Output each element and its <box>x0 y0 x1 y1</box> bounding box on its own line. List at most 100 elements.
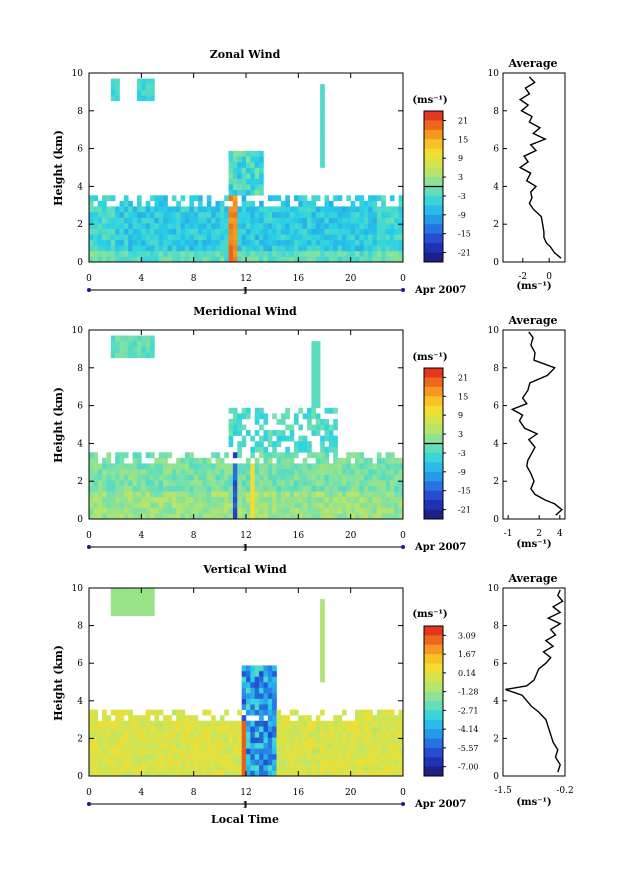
vertical-field-cell <box>267 676 273 683</box>
zonal-field-cell <box>228 150 234 157</box>
meridional-field-cell <box>246 457 251 464</box>
zonal-field-cell <box>311 245 317 252</box>
zonal-field-cell <box>224 195 229 202</box>
meridional-field-cell <box>272 491 277 498</box>
zonal-field-cell <box>311 228 317 235</box>
meridional-field-cell <box>115 496 120 503</box>
meridional-field-cell <box>123 352 129 359</box>
vertical-field-cell <box>254 759 260 766</box>
meridional-field-cell <box>311 402 317 409</box>
vertical-field-cell <box>272 698 277 705</box>
vertical-field-cell <box>376 764 382 771</box>
meridional-field-cell <box>228 507 234 514</box>
zonal-field-cell <box>180 234 186 241</box>
meridional-field-cell <box>333 507 338 514</box>
zonal-field-cell <box>154 228 160 235</box>
meridional-field-cell <box>158 463 164 470</box>
vertical-field-cell <box>106 715 112 722</box>
meridional-field-cell <box>346 463 351 470</box>
zonal-field-cell <box>272 217 277 224</box>
vertical-colorbar: 3.091.670.14-1.28-2.71-4.14-5.57-7.00 <box>423 625 479 777</box>
meridional-field-cell <box>298 502 303 509</box>
vertical-field-cell <box>320 621 325 628</box>
vertical-field-cell <box>241 731 247 738</box>
vertical-field-cell <box>272 731 277 738</box>
zonal-field-cell <box>385 256 391 263</box>
meridional-field-cell <box>315 341 321 347</box>
meridional-field-cell <box>171 491 177 498</box>
meridional-field-cell <box>189 491 194 498</box>
vertical-field-cell <box>293 720 299 727</box>
zonal-field-cell <box>363 206 369 213</box>
vertical-field-cell <box>398 742 404 749</box>
vertical-field-cell <box>311 759 317 766</box>
zonal-field-cell <box>128 250 133 257</box>
meridional-field-cell <box>215 491 221 498</box>
vertical-field-cell <box>267 715 273 722</box>
meridional-field-cell <box>119 485 125 492</box>
vertical-field-cell <box>110 588 116 594</box>
zonal-field-cell <box>158 195 164 202</box>
vertical-field-cell <box>224 726 229 733</box>
panel-vertical: Vertical Wind Height (km) 0 4 8 12 16 20 00246… <box>52 563 574 826</box>
vertical-field-cell <box>320 659 325 666</box>
meridional-colorbar-tick-label: -21 <box>458 506 471 515</box>
zonal-field-cell <box>315 217 321 224</box>
meridional-field-cell <box>237 424 242 431</box>
zonal-field-cell <box>250 211 256 218</box>
zonal-field-cell <box>110 250 116 257</box>
vertical-field-cell <box>237 770 242 777</box>
meridional-field-cell <box>267 496 273 503</box>
meridional-field-cell <box>259 424 264 431</box>
meridional-field-cell <box>106 474 112 481</box>
meridional-field-cell <box>145 463 151 470</box>
vertical-field-cell <box>154 742 160 749</box>
vertical-field-cell <box>115 748 120 755</box>
vertical-field-cell <box>93 748 99 755</box>
vertical-field-cell <box>259 742 264 749</box>
meridional-field-cell <box>272 468 277 475</box>
zonal-field-cell <box>110 211 116 218</box>
meridional-profile-frame <box>502 329 566 520</box>
vertical-field-cell <box>176 709 181 716</box>
meridional-field-cell <box>193 480 199 486</box>
zonal-field-cell <box>350 245 356 252</box>
zonal-field-cell <box>206 195 212 202</box>
meridional-field-cell <box>359 491 365 498</box>
zonal-field-cell <box>141 217 146 224</box>
meridional-field-cell <box>132 513 138 520</box>
meridional-field-cell <box>237 485 242 492</box>
vertical-field-cell <box>376 737 382 744</box>
vertical-field-cell <box>145 720 151 727</box>
zonal-field-cell <box>232 150 238 157</box>
zonal-field-cell <box>132 250 138 257</box>
vertical-field-cell <box>154 753 160 760</box>
zonal-field-cell <box>363 239 369 246</box>
vertical-field-cell <box>250 764 256 771</box>
vertical-field-cell <box>167 748 173 755</box>
zonal-field-cell <box>110 195 116 202</box>
vertical-field-cell <box>171 742 177 749</box>
zonal-field-cell <box>320 111 325 118</box>
zonal-field-cell <box>237 150 242 157</box>
vertical-field-cell <box>333 737 338 744</box>
vertical-field-cell <box>250 676 256 683</box>
zonal-field-cell <box>246 161 251 168</box>
zonal-field-cell <box>150 78 155 85</box>
meridional-field-cell <box>315 507 321 514</box>
meridional-profile-x-tick-label: 2 <box>536 529 542 539</box>
vertical-field-cell <box>398 726 404 733</box>
zonal-field-cell <box>202 245 208 252</box>
zonal-field-cell <box>237 250 242 257</box>
zonal-field-cell <box>376 211 382 218</box>
vertical-profile-y-tick-label: 0 <box>493 772 499 782</box>
vertical-field-cell <box>259 764 264 771</box>
vertical-field-cell <box>115 731 120 738</box>
vertical-colorbar-segment <box>424 729 443 739</box>
meridional-field-cell <box>267 430 273 436</box>
zonal-field-cell <box>250 178 256 185</box>
zonal-field-cell <box>224 245 229 252</box>
meridional-field-cell <box>280 452 286 459</box>
zonal-field-cell <box>132 234 138 241</box>
meridional-field-cell <box>215 496 221 503</box>
